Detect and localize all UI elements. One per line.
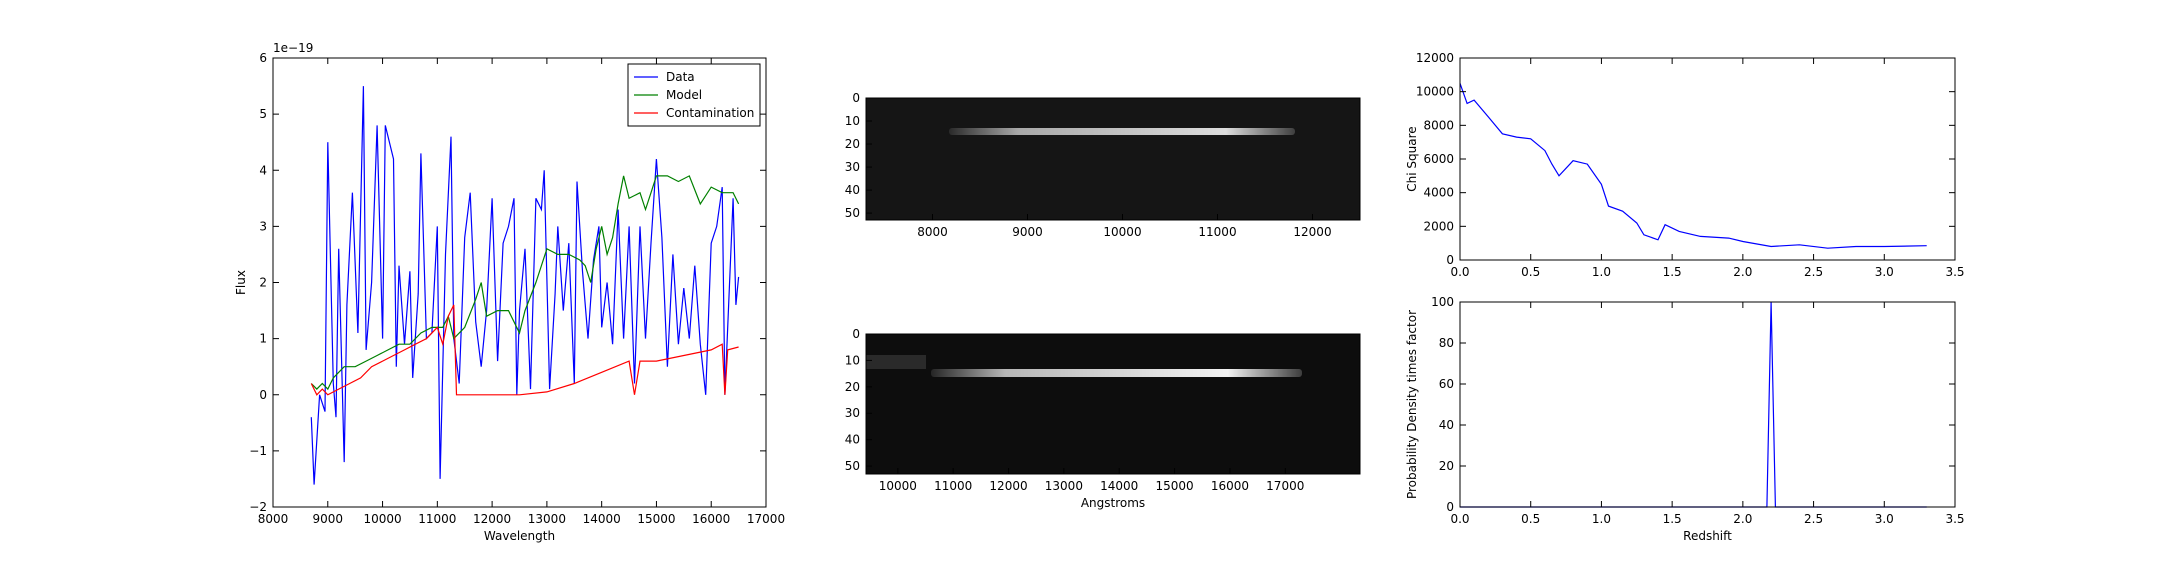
x-tick-label: 15000 bbox=[1155, 479, 1193, 493]
y-tick-label: 4000 bbox=[1423, 186, 1454, 200]
x-tick-label: 12000 bbox=[473, 512, 511, 526]
y-tick-label: 0 bbox=[852, 327, 860, 341]
x-tick-label: 8000 bbox=[917, 225, 948, 239]
x-tick-label: 0.5 bbox=[1521, 265, 1540, 279]
y-tick-label: 2000 bbox=[1423, 219, 1454, 233]
x-tick-label: 9000 bbox=[1012, 225, 1043, 239]
x-tick-label: 11000 bbox=[934, 479, 972, 493]
glow bbox=[866, 355, 926, 369]
y-tick-label: 30 bbox=[845, 406, 860, 420]
x-tick-label: 11000 bbox=[418, 512, 456, 526]
y-tick-label: −2 bbox=[249, 500, 267, 514]
y-tick-label: 80 bbox=[1439, 336, 1454, 350]
y-axis-label: Probability Density times factor bbox=[1405, 310, 1419, 499]
x-tick-label: 3.0 bbox=[1875, 265, 1894, 279]
y-tick-label: 1 bbox=[259, 332, 267, 346]
x-tick-label: 2.0 bbox=[1733, 265, 1752, 279]
series-line bbox=[310, 86, 740, 485]
y-tick-label: 20 bbox=[845, 380, 860, 394]
y-tick-label: 40 bbox=[1439, 418, 1454, 432]
x-tick-label: 17000 bbox=[747, 512, 785, 526]
y-tick-label: 60 bbox=[1439, 377, 1454, 391]
x-tick-label: 1.5 bbox=[1663, 512, 1682, 526]
y-tick-label: 50 bbox=[845, 459, 860, 473]
y-tick-label: 20 bbox=[845, 137, 860, 151]
series-line bbox=[1459, 83, 1927, 249]
x-tick-label: 0.0 bbox=[1450, 265, 1469, 279]
x-tick-label: 11000 bbox=[1198, 225, 1236, 239]
y-tick-label: 20 bbox=[1439, 459, 1454, 473]
x-axis-label: Wavelength bbox=[484, 529, 555, 543]
y-tick-label: 40 bbox=[845, 183, 860, 197]
x-tick-label: 2.0 bbox=[1733, 512, 1752, 526]
x-tick-label: 8000 bbox=[258, 512, 289, 526]
x-tick-label: 1.0 bbox=[1592, 512, 1611, 526]
x-tick-label: 10000 bbox=[879, 479, 917, 493]
x-tick-label: 15000 bbox=[637, 512, 675, 526]
x-tick-label: 16000 bbox=[1211, 479, 1249, 493]
x-tick-label: 13000 bbox=[528, 512, 566, 526]
x-tick-label: 14000 bbox=[1100, 479, 1138, 493]
y-tick-label: 12000 bbox=[1416, 51, 1454, 65]
spectrum-image bbox=[866, 98, 1360, 220]
plot-frame bbox=[865, 97, 1361, 221]
y-tick-label: 40 bbox=[845, 433, 860, 447]
x-tick-label: 12000 bbox=[989, 479, 1027, 493]
y-tick-label: 10 bbox=[845, 114, 860, 128]
trace bbox=[931, 369, 1302, 377]
x-tick-label: 13000 bbox=[1045, 479, 1083, 493]
x-tick-label: 3.5 bbox=[1945, 265, 1964, 279]
y-tick-label: 0 bbox=[1446, 253, 1454, 267]
y-tick-label: 2 bbox=[259, 276, 267, 290]
y-tick-label: 6 bbox=[259, 51, 267, 65]
x-tick-label: 1.5 bbox=[1663, 265, 1682, 279]
y-tick-label: 3 bbox=[259, 219, 267, 233]
plot-frame bbox=[1459, 301, 1956, 508]
y-tick-label: −1 bbox=[249, 444, 267, 458]
y-tick-label: 5 bbox=[259, 107, 267, 121]
y-tick-label: 0 bbox=[259, 388, 267, 402]
trace bbox=[949, 128, 1295, 135]
y-tick-label: 50 bbox=[845, 206, 860, 220]
x-tick-label: 12000 bbox=[1293, 225, 1331, 239]
legend-label: Data bbox=[666, 70, 695, 84]
x-axis-label: Angstroms bbox=[1081, 496, 1145, 510]
y-tick-label: 8000 bbox=[1423, 118, 1454, 132]
spectrum-image bbox=[866, 334, 1360, 474]
x-tick-label: 0.5 bbox=[1521, 512, 1540, 526]
x-tick-label: 1.0 bbox=[1592, 265, 1611, 279]
x-tick-label: 3.5 bbox=[1945, 512, 1964, 526]
x-tick-label: 10000 bbox=[1103, 225, 1141, 239]
y-tick-label: 10 bbox=[845, 353, 860, 367]
legend-label: Contamination bbox=[666, 106, 754, 120]
y-tick-label: 10000 bbox=[1416, 85, 1454, 99]
legend-label: Model bbox=[666, 88, 702, 102]
series-line bbox=[310, 175, 740, 391]
series-line bbox=[310, 304, 739, 396]
plot-frame bbox=[865, 333, 1361, 475]
offset-text: 1e−19 bbox=[273, 41, 313, 55]
y-tick-label: 0 bbox=[852, 91, 860, 105]
x-axis-label: Redshift bbox=[1683, 529, 1732, 543]
x-tick-label: 2.5 bbox=[1804, 512, 1823, 526]
y-axis-label: Flux bbox=[234, 270, 248, 295]
y-tick-label: 0 bbox=[1446, 500, 1454, 514]
x-tick-label: 0.0 bbox=[1450, 512, 1469, 526]
x-tick-label: 10000 bbox=[363, 512, 401, 526]
x-tick-label: 17000 bbox=[1266, 479, 1304, 493]
series-line bbox=[1460, 301, 1927, 508]
x-tick-label: 14000 bbox=[583, 512, 621, 526]
y-tick-label: 100 bbox=[1431, 295, 1454, 309]
x-tick-label: 9000 bbox=[313, 512, 344, 526]
y-tick-label: 6000 bbox=[1423, 152, 1454, 166]
y-axis-label: Chi Square bbox=[1405, 126, 1419, 191]
y-tick-label: 30 bbox=[845, 160, 860, 174]
x-tick-label: 2.5 bbox=[1804, 265, 1823, 279]
x-tick-label: 3.0 bbox=[1875, 512, 1894, 526]
plot-frame bbox=[1459, 57, 1956, 261]
y-tick-label: 4 bbox=[259, 163, 267, 177]
x-tick-label: 16000 bbox=[692, 512, 730, 526]
